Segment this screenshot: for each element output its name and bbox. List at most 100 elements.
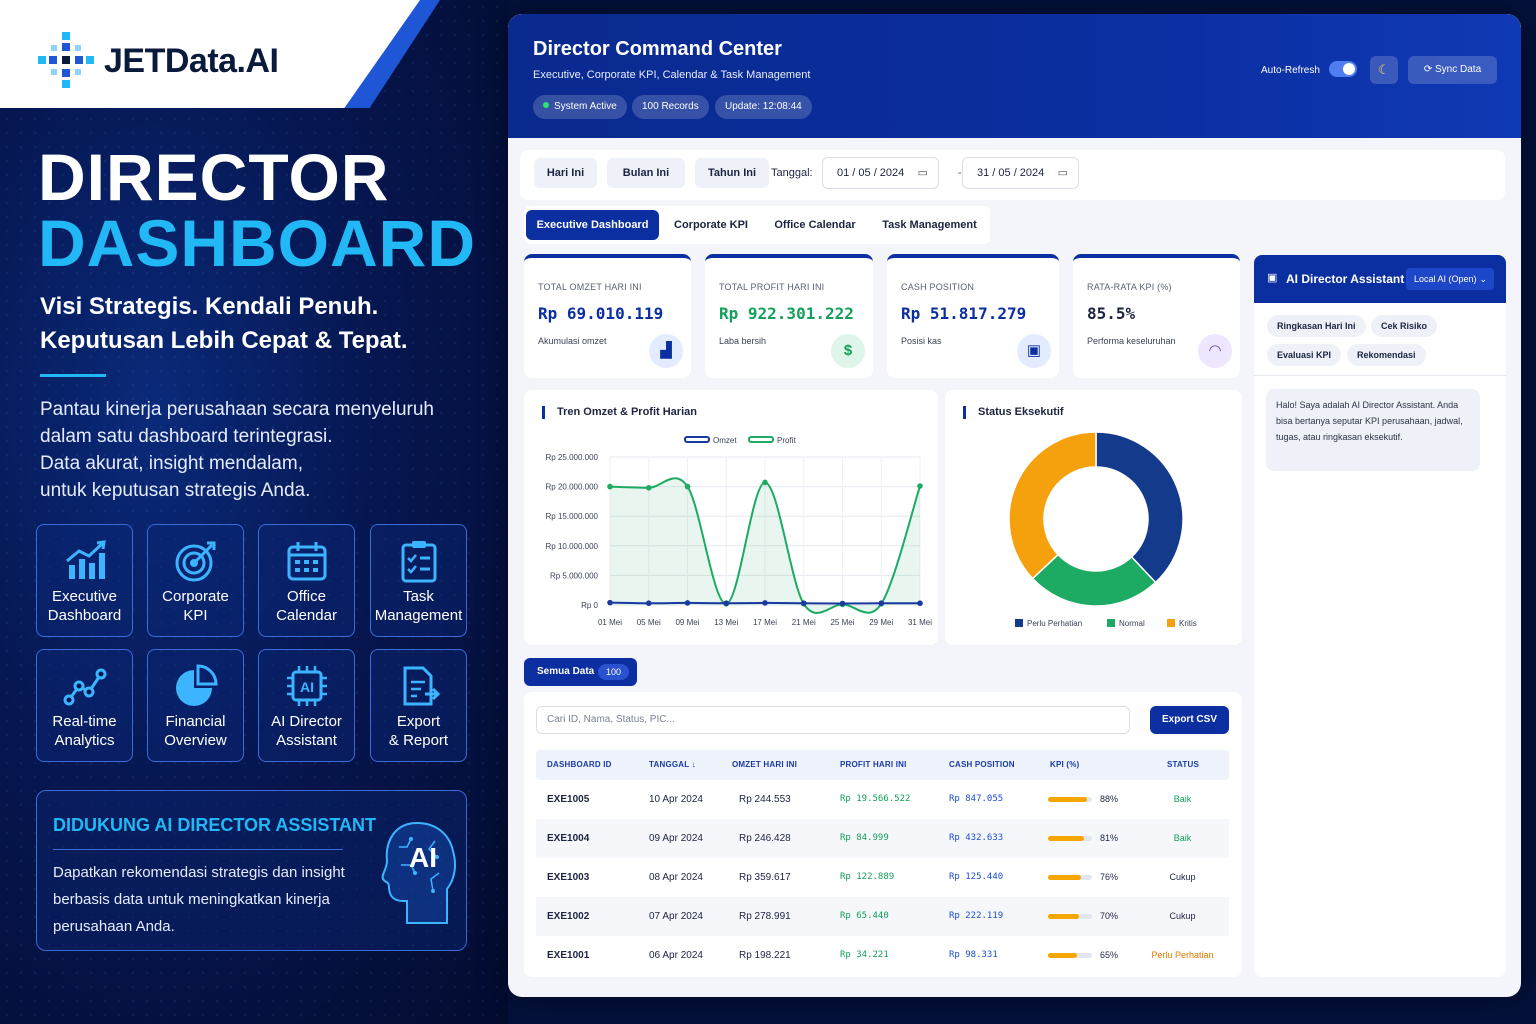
cell-profit: Rp 19.566.522 xyxy=(840,794,911,804)
x-tick-label: 31 Mei xyxy=(908,618,932,627)
ai-promo-box: DIDUKUNG AI DIRECTOR ASSISTANT Dapatkan … xyxy=(36,790,467,951)
hero-description: Pantau kinerja perusahaan secara menyelu… xyxy=(40,396,460,504)
column-header[interactable]: PROFIT HARI INI xyxy=(840,760,907,769)
table-row[interactable]: EXE1005 10 Apr 2024 Rp 244.553 Rp 19.566.52… xyxy=(536,780,1229,819)
status-dot-icon xyxy=(543,102,549,109)
tab-corporate-kpi[interactable]: Corporate KPI xyxy=(674,219,748,231)
cell-id: EXE1004 xyxy=(547,833,590,844)
moon-icon: ☾ xyxy=(1378,62,1390,77)
column-header-sortable[interactable]: TANGGAL ↓ xyxy=(649,760,696,769)
feature-label: Office xyxy=(287,588,326,605)
desc-line: dalam satu dashboard terintegrasi. xyxy=(40,426,333,447)
y-tick-label: Rp 5.000.000 xyxy=(550,571,599,580)
donut-slice-normal xyxy=(1031,553,1157,607)
column-header[interactable]: OMZET HARI INI xyxy=(732,760,798,769)
ai-promo-title: DIDUKUNG AI DIRECTOR ASSISTANT xyxy=(53,815,377,835)
kpi-subtitle: Performa keseluruhan xyxy=(1087,336,1176,346)
legend-swatch xyxy=(1167,619,1175,627)
quick-chip-summary[interactable]: Ringkasan Hari Ini xyxy=(1267,315,1366,337)
column-header[interactable]: DASHBOARD ID xyxy=(547,760,612,769)
kpi-card-cash: CASH POSITION Rp 51.817.279 Posisi kas ▣ xyxy=(887,254,1059,378)
ai-badge-text: AI xyxy=(409,842,437,873)
legend-label: Kritis xyxy=(1179,619,1197,628)
cell-kpi-percent: 76% xyxy=(1100,872,1119,882)
cell-date: 10 Apr 2024 xyxy=(649,794,703,805)
legend-swatch xyxy=(1107,619,1115,627)
auto-refresh-toggle[interactable] xyxy=(1329,61,1357,77)
money-bag-icon: $ xyxy=(831,334,865,368)
cell-cash: Rp 98.331 xyxy=(949,950,998,960)
column-header[interactable]: KPI (%) xyxy=(1050,760,1080,769)
date-from-input[interactable]: 01 / 05 / 2024 ▭ xyxy=(822,157,939,189)
feature-corporate-kpi: Corporate KPI xyxy=(147,524,244,637)
app-window: Director Command Center Executive, Corpo… xyxy=(508,14,1521,997)
table-row[interactable]: EXE1002 07 Apr 2024 Rp 278.991 Rp 65.440 Rp … xyxy=(536,897,1229,936)
chart-title: Status Eksekutif xyxy=(963,406,1064,419)
kpi-card-profit: TOTAL PROFIT HARI INI Rp 922.301.222 Lab… xyxy=(705,254,873,378)
kpi-label: CASH POSITION xyxy=(901,282,975,292)
feature-task-management: Task Management xyxy=(370,524,467,637)
chart-title: Tren Omzet & Profit Harian xyxy=(542,406,697,419)
tab-executive-dashboard[interactable]: Executive Dashboard xyxy=(526,210,659,240)
x-tick-label: 21 Mei xyxy=(792,618,816,627)
data-point xyxy=(917,483,923,489)
quick-chip-kpi[interactable]: Evaluasi KPI xyxy=(1267,344,1342,366)
dark-mode-button[interactable]: ☾ xyxy=(1370,56,1398,84)
feature-label: Real-time xyxy=(52,713,117,730)
cell-date: 09 Apr 2024 xyxy=(649,833,703,844)
feature-label: Corporate xyxy=(162,588,229,605)
chart-icon: ▟ xyxy=(649,334,683,368)
x-tick-label: 29 Mei xyxy=(869,618,893,627)
legend-label: Perlu Perhatian xyxy=(1027,619,1082,628)
kpi-card-omzet: TOTAL OMZET HARI INI Rp 69.010.119 Akumu… xyxy=(524,254,691,378)
cell-profit: Rp 34.221 xyxy=(840,950,889,960)
cell-omzet: Rp 246.428 xyxy=(739,833,791,844)
y-tick-label: Rp 25.000.000 xyxy=(546,453,599,462)
column-header[interactable]: STATUS xyxy=(1167,760,1200,769)
sync-data-button[interactable]: ⟳ Sync Data xyxy=(1408,56,1497,84)
quick-chip-risk[interactable]: Cek Risiko xyxy=(1371,315,1438,337)
hero-tagline: Visi Strategis. Kendali Penuh. Keputusan… xyxy=(40,290,408,358)
legend-label: Profit xyxy=(777,436,796,445)
feature-label: Dashboard xyxy=(47,607,122,624)
quick-chip-recommendation[interactable]: Rekomendasi xyxy=(1347,344,1426,366)
filter-all-data-button[interactable]: Semua Data 100 xyxy=(524,658,637,686)
status-pill-update: Update: 12:08:44 xyxy=(715,95,812,119)
divider xyxy=(40,374,106,377)
desc-line: untuk keputusan strategis Anda. xyxy=(40,480,311,501)
data-point xyxy=(917,600,923,607)
line-chart-icon xyxy=(63,668,107,706)
ai-assistant-title: AI Director Assistant xyxy=(1286,272,1405,286)
ai-mode-select[interactable]: Local AI (Open) ⌄ xyxy=(1406,268,1494,290)
tab-task-management[interactable]: Task Management xyxy=(882,219,977,231)
tab-office-calendar[interactable]: Office Calendar xyxy=(774,219,856,231)
filter-today-button[interactable]: Hari Ini xyxy=(534,158,597,188)
export-csv-button[interactable]: Export CSV xyxy=(1150,706,1229,734)
search-input[interactable]: Cari ID, Nama, Status, PIC... xyxy=(536,706,1130,734)
cell-omzet: Rp 278.991 xyxy=(739,911,791,922)
feature-label: Calendar xyxy=(276,607,337,624)
date-label: Tanggal: xyxy=(771,167,813,179)
hero-title-line1: DIRECTOR xyxy=(38,140,390,214)
feature-label: & Report xyxy=(388,732,449,749)
kpi-progress-bar xyxy=(1048,953,1092,958)
data-point xyxy=(762,600,768,606)
filter-year-button[interactable]: Tahun Ini xyxy=(695,158,769,188)
filter-month-button[interactable]: Bulan Ini xyxy=(607,158,685,188)
pie-chart-icon xyxy=(176,664,218,706)
data-point xyxy=(800,600,807,607)
table-row[interactable]: EXE1001 06 Apr 2024 Rp 198.221 Rp 34.221 Rp … xyxy=(536,936,1229,975)
table-row[interactable]: EXE1004 09 Apr 2024 Rp 246.428 Rp 84.999 Rp … xyxy=(536,819,1229,858)
y-tick-label: Rp 10.000.000 xyxy=(546,542,599,551)
table-row[interactable]: EXE1003 08 Apr 2024 Rp 359.617 Rp 122.889 Rp… xyxy=(536,858,1229,897)
feature-label: KPI xyxy=(183,607,208,624)
feature-ai-director-assistant: AI AI Director Assistant xyxy=(258,649,355,762)
line-chart: Rp 25.000.000 Rp 20.000.000 Rp 15.000.000 R… xyxy=(546,436,932,627)
tagline-line1: Visi Strategis. Kendali Penuh. xyxy=(40,293,379,320)
ai-promo-line: Dapatkan rekomendasi strategis dan insig… xyxy=(53,864,345,881)
date-to-input[interactable]: 31 / 05 / 2024 ▭ xyxy=(962,157,1079,189)
feature-label: Analytics xyxy=(54,732,115,749)
data-point xyxy=(723,600,730,607)
feature-financial-overview: Financial Overview xyxy=(147,649,244,762)
column-header[interactable]: CASH POSITION xyxy=(949,760,1015,769)
